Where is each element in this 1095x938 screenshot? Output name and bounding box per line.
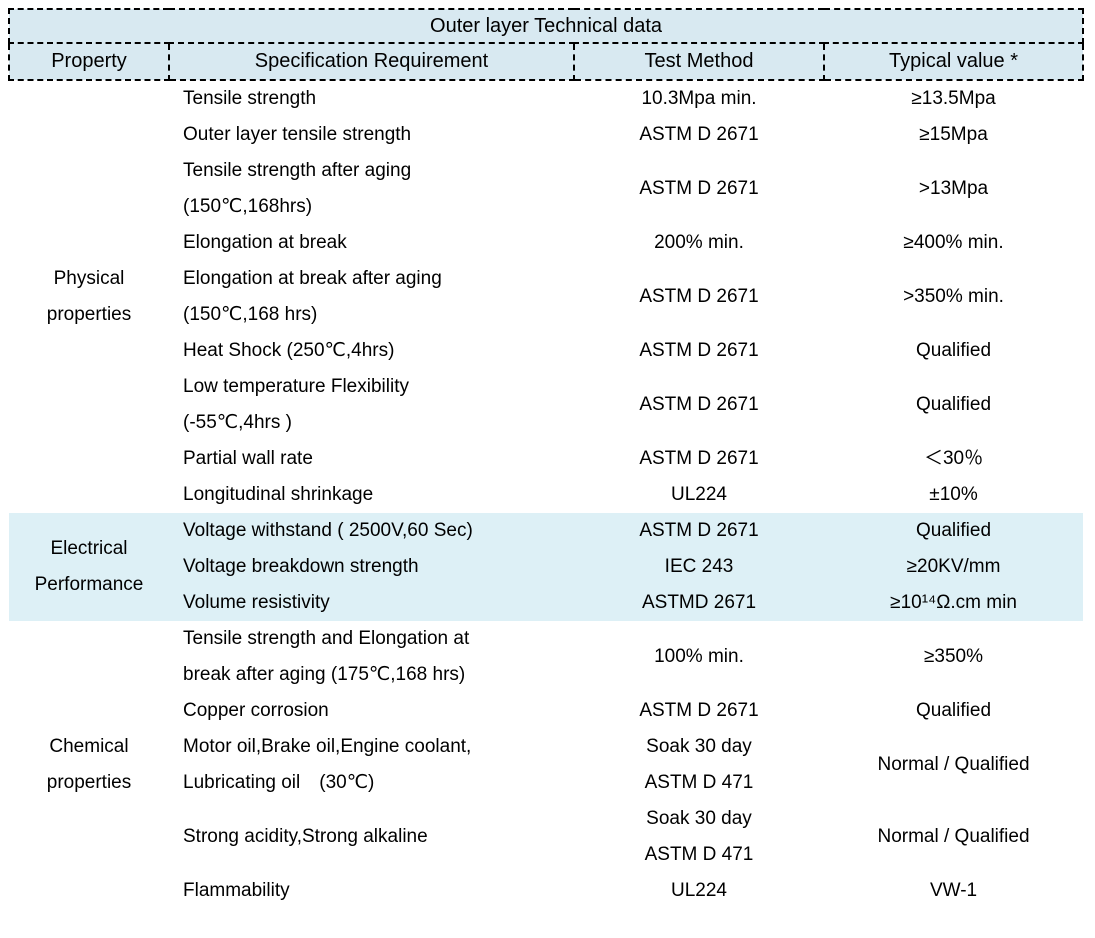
column-header-test-method: Test Method <box>573 42 825 81</box>
cell-spec: Heat Shock (250℃,4hrs) <box>183 340 395 361</box>
table-row: Physical properties Tensile strength 10.… <box>9 80 1083 325</box>
cell-method: ASTM D 2671 <box>639 448 759 469</box>
table-row: Longitudinal shrinkage UL224 ±10% <box>9 477 1083 513</box>
cell-spec: Tensile strength and Elongation at break… <box>183 628 470 685</box>
column-header-typical-value: Typical value * <box>822 42 1085 81</box>
table-title-row: Outer layer Technical data <box>7 8 1085 44</box>
outer-layer-technical-data-table: Outer layer Technical data Property Spec… <box>7 8 1085 909</box>
cell-value: ≥20KV/mm <box>824 549 1084 585</box>
cell-method: Soak 30 day ASTM D 471 <box>644 808 754 865</box>
column-header-property: Property <box>8 42 170 81</box>
cell-method: UL224 <box>671 880 727 901</box>
cell-value: ＜30％ <box>923 448 984 469</box>
cell-method: ASTM D 2671 <box>574 513 824 549</box>
cell-spec: Tensile strength after aging (150℃,168hr… <box>183 160 412 217</box>
cell-value: Qualified <box>824 513 1084 549</box>
table-row: Electrical Performance Voltage withstand… <box>9 513 1084 621</box>
cell-spec: Partial wall rate <box>183 448 313 469</box>
cell-spec: Longitudinal shrinkage <box>183 484 374 505</box>
cell-spec: Tensile strength <box>183 88 317 109</box>
cell-spec: Outer layer tensile strength <box>183 124 412 145</box>
table-row: Elongation at break after aging (150℃,16… <box>9 261 1083 333</box>
table-title: Outer layer Technical data <box>7 8 1085 44</box>
table-row: Heat Shock (250℃,4hrs) ASTM D 2671 Quali… <box>9 333 1083 369</box>
cell-spec: Voltage withstand ( 2500V,60 Sec) <box>169 513 574 549</box>
table-header: Outer layer Technical data Property Spec… <box>7 8 1085 81</box>
table-row: Motor oil,Brake oil,Engine coolant, Lubr… <box>9 729 1083 801</box>
column-header-row: Property Specification Requirement Test … <box>8 42 1085 81</box>
table-row: Chemical properties Tensile strength and… <box>9 621 1083 793</box>
cell-spec: Flammability <box>183 880 290 901</box>
table-row: Tensile strength after aging (150℃,168hr… <box>9 153 1083 225</box>
cell-value: Normal / Qualified <box>877 754 1030 775</box>
table-row: Copper corrosion ASTM D 2671 Qualified <box>9 693 1083 729</box>
cell-method: 100% min. <box>654 646 744 667</box>
cell-value: >13Mpa <box>918 178 989 199</box>
cell-spec: Strong acidity,Strong alkaline <box>183 826 428 847</box>
cell-value: ≥400% min. <box>903 232 1004 253</box>
cell-value: Qualified <box>916 700 992 721</box>
cell-method: ASTM D 2671 <box>639 394 759 415</box>
cell-value: >350% min. <box>903 286 1004 307</box>
cell-spec: Motor oil,Brake oil,Engine coolant, Lubr… <box>183 736 472 793</box>
cell-value: ≥15Mpa <box>919 124 988 145</box>
table-row: Flammability UL224 VW-1 <box>9 873 1083 909</box>
cell-value: ≥13.5Mpa <box>911 88 996 109</box>
cell-method: ASTMD 2671 <box>574 585 824 621</box>
cell-method: ASTM D 2671 <box>639 178 759 199</box>
cell-method: 10.3Mpa min. <box>641 88 757 109</box>
cell-value: Qualified <box>916 394 992 415</box>
cell-value: ≥350% <box>924 646 984 667</box>
column-header-specification-requirement: Specification Requirement <box>168 42 575 81</box>
group-label-physical-properties: Physical properties <box>46 268 132 325</box>
cell-spec: Low temperature Flexibility (-55℃,4hrs ) <box>183 376 409 433</box>
group-label-electrical-performance: Electrical Performance <box>9 513 169 621</box>
cell-spec: Volume resistivity <box>169 585 574 621</box>
table-row: Volume resistivity ASTMD 2671 ≥10¹⁴Ω.cm … <box>9 585 1084 621</box>
table-row: Strong acidity,Strong alkaline Soak 30 d… <box>9 801 1083 873</box>
cell-spec: Elongation at break <box>183 232 347 253</box>
cell-value: ≥10¹⁴Ω.cm min <box>824 585 1084 621</box>
cell-method: ASTM D 2671 <box>639 124 759 145</box>
cell-method: ASTM D 2671 <box>639 340 759 361</box>
cell-method: IEC 243 <box>574 549 824 585</box>
cell-spec: Voltage breakdown strength <box>169 549 574 585</box>
cell-spec: Copper corrosion <box>183 700 329 721</box>
cell-spec: Elongation at break after aging (150℃,16… <box>183 268 442 325</box>
table-row: Low temperature Flexibility (-55℃,4hrs )… <box>9 369 1083 441</box>
cell-method: Soak 30 day ASTM D 471 <box>644 736 754 793</box>
cell-value: Qualified <box>916 340 992 361</box>
cell-value: ±10% <box>929 484 978 505</box>
cell-method: 200% min. <box>654 232 744 253</box>
cell-method: ASTM D 2671 <box>639 286 759 307</box>
table-row: Partial wall rate ASTM D 2671 ＜30％ <box>9 441 1083 477</box>
cell-method: UL224 <box>671 484 727 505</box>
group-label-chemical-properties: Chemical properties <box>46 736 132 793</box>
table-row: Elongation at break 200% min. ≥400% min. <box>9 225 1083 261</box>
table-row: Voltage breakdown strength IEC 243 ≥20KV… <box>9 549 1084 585</box>
table-row: Outer layer tensile strength ASTM D 2671… <box>9 117 1083 153</box>
cell-value: Normal / Qualified <box>877 826 1030 847</box>
table-body: Physical properties Tensile strength 10.… <box>9 80 1084 909</box>
cell-value: VW-1 <box>929 880 978 901</box>
cell-method: ASTM D 2671 <box>639 700 759 721</box>
